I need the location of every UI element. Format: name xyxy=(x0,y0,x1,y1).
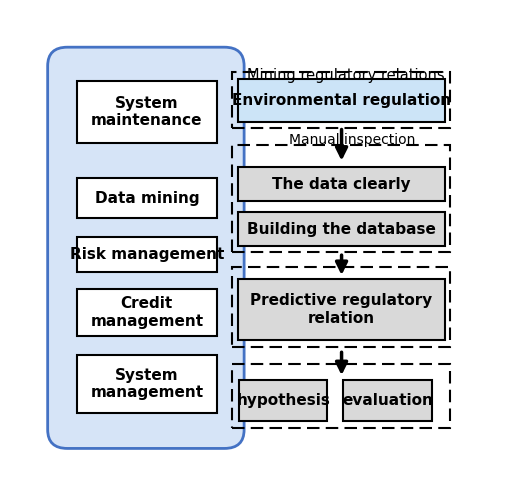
FancyBboxPatch shape xyxy=(48,47,244,449)
Text: hypothesis: hypothesis xyxy=(236,393,330,408)
Bar xyxy=(238,212,445,246)
Text: System
maintenance: System maintenance xyxy=(91,95,203,128)
Bar xyxy=(77,355,216,413)
Bar xyxy=(77,178,216,218)
Text: Environmental regulation: Environmental regulation xyxy=(232,93,451,108)
Bar xyxy=(239,380,328,421)
Text: Building the database: Building the database xyxy=(247,222,436,237)
Bar xyxy=(77,237,216,272)
Text: System
management: System management xyxy=(90,368,203,400)
Bar xyxy=(232,364,450,428)
Bar xyxy=(238,167,445,201)
Text: Credit
management: Credit management xyxy=(90,296,203,329)
Text: The data clearly: The data clearly xyxy=(272,177,411,191)
Bar xyxy=(232,72,450,128)
Text: Mining regulatory relations: Mining regulatory relations xyxy=(247,68,445,83)
Text: Manual inspection: Manual inspection xyxy=(289,132,416,147)
Bar xyxy=(232,266,450,347)
Text: Predictive regulatory
relation: Predictive regulatory relation xyxy=(250,293,432,326)
Text: evaluation: evaluation xyxy=(342,393,433,408)
Text: Data mining: Data mining xyxy=(95,190,199,206)
Bar xyxy=(232,145,450,252)
Bar xyxy=(77,289,216,336)
Bar xyxy=(343,380,431,421)
Bar xyxy=(238,279,445,340)
Text: Risk management: Risk management xyxy=(69,247,224,262)
Bar xyxy=(238,79,445,122)
Bar xyxy=(77,81,216,143)
